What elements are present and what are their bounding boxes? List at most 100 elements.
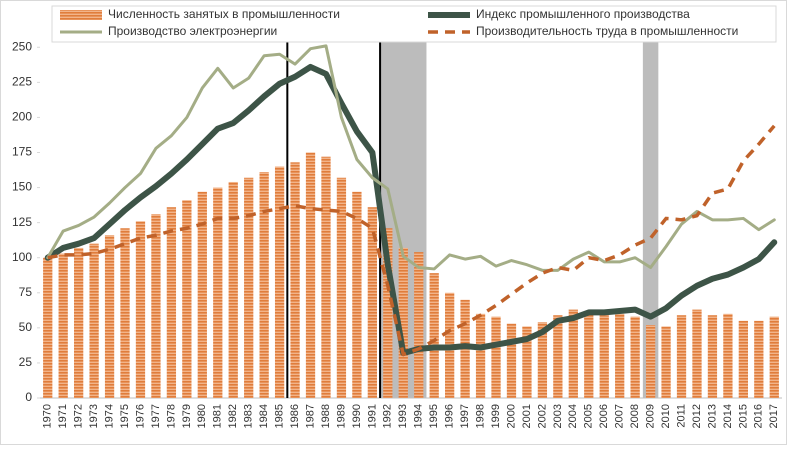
x-tick-label: 1996 bbox=[444, 404, 456, 428]
bar bbox=[321, 156, 331, 398]
bar bbox=[336, 177, 347, 398]
bar bbox=[754, 320, 764, 398]
bar bbox=[290, 162, 300, 398]
x-tick-label: 1980 bbox=[196, 404, 208, 428]
x-tick-label: 1997 bbox=[459, 404, 471, 428]
x-tick-label: 1977 bbox=[150, 404, 162, 428]
x-tick-label: 2009 bbox=[645, 404, 657, 428]
bar bbox=[166, 207, 177, 398]
x-tick-label: 1971 bbox=[57, 404, 69, 428]
bar bbox=[74, 247, 84, 398]
y-tick-label: 175 bbox=[12, 145, 32, 159]
bar bbox=[43, 257, 53, 398]
y-tick-label: 75 bbox=[19, 285, 33, 299]
x-tick-label: 1992 bbox=[382, 404, 394, 428]
line bbox=[47, 124, 776, 357]
bar bbox=[522, 326, 532, 398]
bar bbox=[228, 181, 238, 398]
bar bbox=[723, 313, 733, 398]
bar bbox=[769, 316, 779, 398]
x-tick-label: 1985 bbox=[274, 404, 286, 428]
y-tick-label: 0 bbox=[25, 390, 32, 404]
bar bbox=[491, 316, 501, 398]
x-tick-label: 1993 bbox=[397, 404, 409, 428]
bar bbox=[120, 228, 130, 398]
legend-label: Индекс промышленного производства bbox=[476, 7, 690, 21]
x-tick-label: 2008 bbox=[629, 404, 641, 428]
x-tick-label: 2004 bbox=[567, 404, 579, 428]
x-tick-label: 1983 bbox=[243, 404, 255, 428]
bar bbox=[630, 316, 640, 398]
bar bbox=[707, 315, 718, 398]
y-tick-label: 25 bbox=[19, 355, 33, 369]
legend-swatch bbox=[60, 10, 102, 20]
x-tick-label: 2003 bbox=[552, 404, 564, 428]
x-tick-label: 1998 bbox=[474, 404, 486, 428]
bar bbox=[104, 235, 115, 398]
x-tick-label: 2005 bbox=[583, 404, 595, 428]
bar bbox=[352, 191, 362, 398]
bar bbox=[213, 187, 223, 398]
x-tick-label: 2011 bbox=[675, 404, 687, 428]
x-tick-label: 1976 bbox=[134, 404, 146, 428]
bar bbox=[197, 191, 207, 398]
line bbox=[46, 44, 776, 272]
x-tick-label: 1987 bbox=[304, 404, 316, 428]
x-tick-label: 2002 bbox=[536, 404, 548, 428]
bar bbox=[151, 214, 161, 398]
bar bbox=[738, 320, 748, 398]
bar bbox=[506, 323, 517, 398]
x-tick-label: 1989 bbox=[335, 404, 347, 428]
x-tick-label: 2001 bbox=[521, 404, 533, 428]
bar bbox=[599, 315, 609, 398]
legend-label: Производительность труда в промышленност… bbox=[476, 24, 738, 38]
bar bbox=[274, 166, 285, 398]
bar bbox=[244, 177, 254, 398]
x-tick-label: 1991 bbox=[366, 404, 378, 428]
legend-box bbox=[51, 5, 777, 43]
bar bbox=[537, 322, 548, 398]
bar bbox=[661, 326, 671, 398]
bar bbox=[135, 221, 146, 398]
x-tick-label: 2013 bbox=[706, 404, 718, 428]
x-tick-label: 1978 bbox=[165, 404, 177, 428]
x-tick-label: 2012 bbox=[691, 404, 703, 428]
legend-label: Производство электроэнергии bbox=[108, 24, 277, 38]
x-tick-label: 1990 bbox=[351, 404, 363, 428]
y-tick-label: 225 bbox=[12, 75, 32, 89]
bar bbox=[58, 253, 68, 398]
bar bbox=[398, 247, 408, 398]
x-tick-label: 1970 bbox=[42, 404, 54, 428]
x-tick-label: 1995 bbox=[428, 404, 440, 428]
x-tick-label: 1975 bbox=[119, 404, 131, 428]
x-tick-label: 1972 bbox=[73, 404, 85, 428]
x-tick-label: 1974 bbox=[103, 404, 115, 428]
x-tick-label: 2016 bbox=[753, 404, 765, 428]
bar bbox=[414, 252, 424, 398]
x-tick-label: 2006 bbox=[598, 404, 610, 428]
bar bbox=[645, 325, 656, 398]
x-tick-label: 1994 bbox=[413, 404, 425, 428]
x-tick-label: 1988 bbox=[320, 404, 332, 428]
bar bbox=[584, 313, 594, 398]
bar bbox=[692, 309, 702, 398]
y-tick-label: 100 bbox=[12, 250, 32, 264]
bar bbox=[259, 172, 269, 398]
y-tick-label: 50 bbox=[19, 320, 33, 334]
y-tick-label: 250 bbox=[12, 39, 32, 53]
x-tick-label: 1984 bbox=[258, 404, 270, 428]
bar bbox=[182, 200, 192, 398]
y-tick-label: 125 bbox=[12, 215, 32, 229]
bar bbox=[305, 152, 316, 398]
bar bbox=[615, 313, 625, 398]
legend-label: Численность занятых в промышленности bbox=[108, 7, 340, 21]
y-tick-label: 200 bbox=[12, 110, 32, 124]
bar bbox=[89, 243, 99, 398]
x-tick-label: 2014 bbox=[722, 404, 734, 428]
x-tick-label: 2015 bbox=[737, 404, 749, 428]
shaded-period bbox=[642, 40, 659, 398]
bar bbox=[367, 207, 377, 398]
line bbox=[44, 63, 778, 357]
bar bbox=[475, 313, 486, 398]
